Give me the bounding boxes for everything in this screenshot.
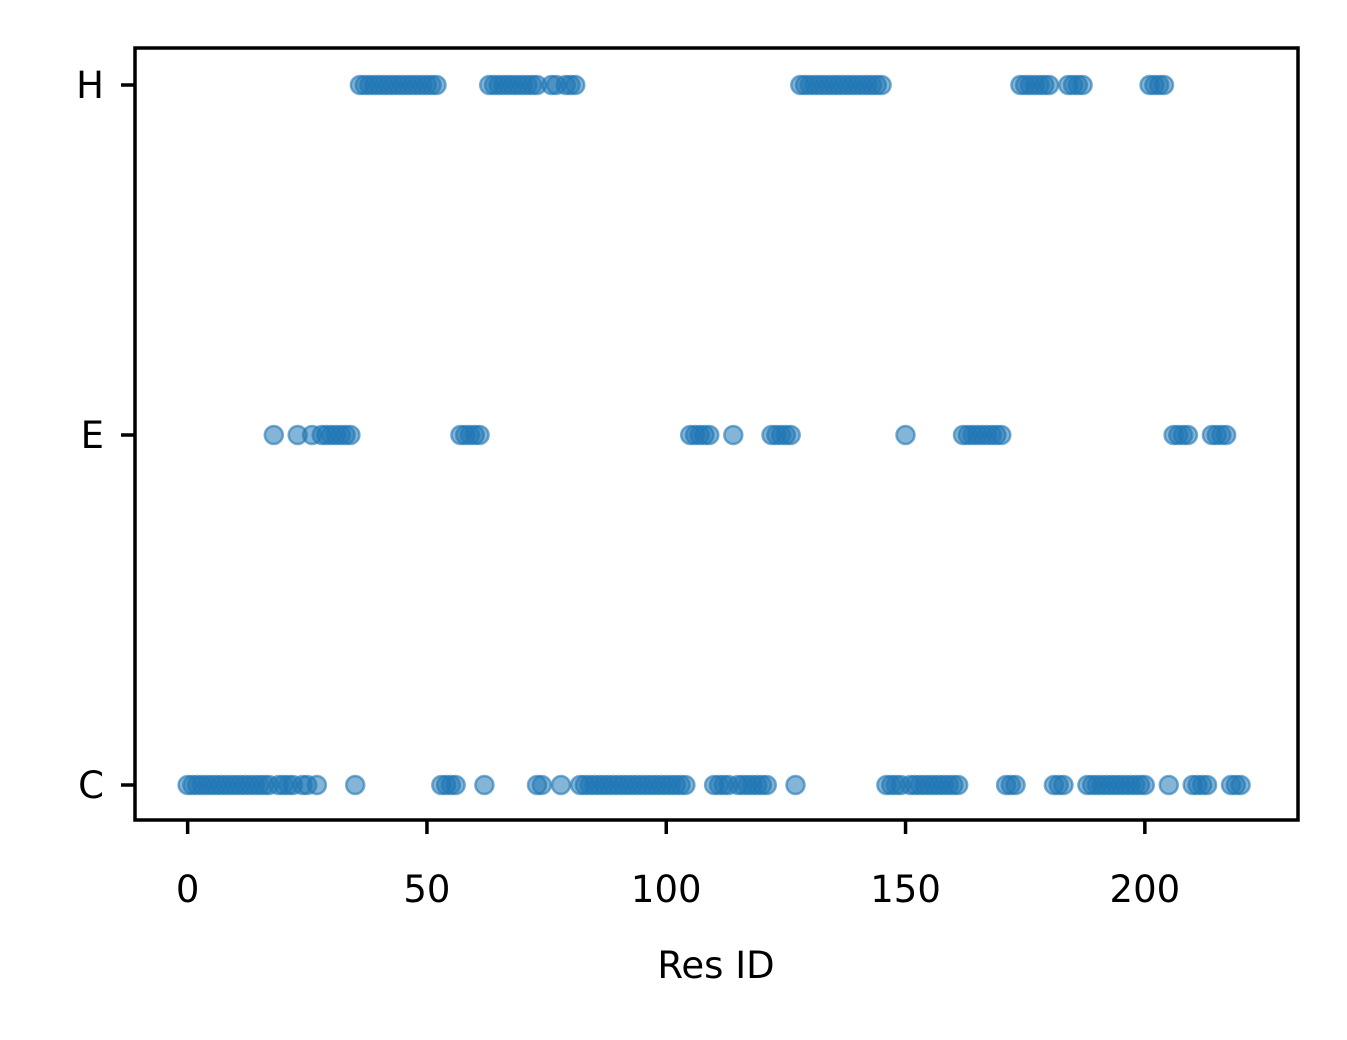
data-point-e-18 bbox=[263, 424, 285, 446]
y-tick-label-c: C bbox=[78, 764, 104, 807]
data-point-c-27 bbox=[306, 774, 328, 796]
data-point-e-150 bbox=[895, 424, 916, 446]
data-point-c-56 bbox=[445, 774, 466, 796]
data-point-h-204 bbox=[1153, 74, 1175, 96]
x-tick-label: 100 bbox=[631, 868, 702, 911]
data-point-e-126 bbox=[780, 424, 801, 446]
data-point-c-183 bbox=[1053, 774, 1074, 796]
data-point-h-180 bbox=[1038, 74, 1060, 96]
data-point-e-209 bbox=[1177, 424, 1199, 446]
x-tick-label: 50 bbox=[403, 868, 450, 911]
data-point-c-62 bbox=[474, 774, 495, 796]
x-tick-label: 150 bbox=[870, 868, 941, 911]
data-point-e-114 bbox=[723, 424, 744, 446]
y-axis-ticks: C E H bbox=[76, 64, 135, 807]
data-point-h-81 bbox=[565, 74, 586, 96]
data-point-c-220 bbox=[1230, 774, 1251, 796]
x-axis-ticks: 0 50 100 150 200 bbox=[176, 820, 1180, 911]
x-tick-label: 0 bbox=[176, 868, 200, 911]
y-tick-label-e: E bbox=[81, 414, 104, 457]
data-point-e-34 bbox=[340, 424, 361, 446]
data-point-c-121 bbox=[756, 774, 778, 796]
data-point-h-52 bbox=[426, 74, 447, 96]
data-point-c-74 bbox=[531, 774, 553, 796]
y-tick-label-h: H bbox=[76, 64, 104, 107]
data-point-h-145 bbox=[871, 74, 892, 96]
data-point-e-61 bbox=[469, 424, 490, 446]
data-point-c-213 bbox=[1196, 774, 1218, 796]
data-point-e-109 bbox=[699, 424, 720, 446]
data-point-c-127 bbox=[785, 774, 806, 796]
data-point-e-217 bbox=[1215, 424, 1237, 446]
data-point-c-173 bbox=[1005, 774, 1026, 796]
data-point-c-200 bbox=[1134, 774, 1156, 796]
data-point-c-205 bbox=[1158, 774, 1180, 796]
data-point-c-104 bbox=[675, 774, 696, 796]
x-tick-label: 200 bbox=[1110, 868, 1181, 911]
data-point-e-170 bbox=[991, 424, 1012, 446]
data-point-c-161 bbox=[947, 774, 969, 796]
x-axis-label: Res ID bbox=[657, 944, 774, 987]
data-point-c-35 bbox=[344, 774, 366, 796]
points-layer bbox=[177, 74, 1251, 796]
data-point-c-78 bbox=[550, 774, 572, 796]
data-point-h-187 bbox=[1072, 74, 1093, 96]
